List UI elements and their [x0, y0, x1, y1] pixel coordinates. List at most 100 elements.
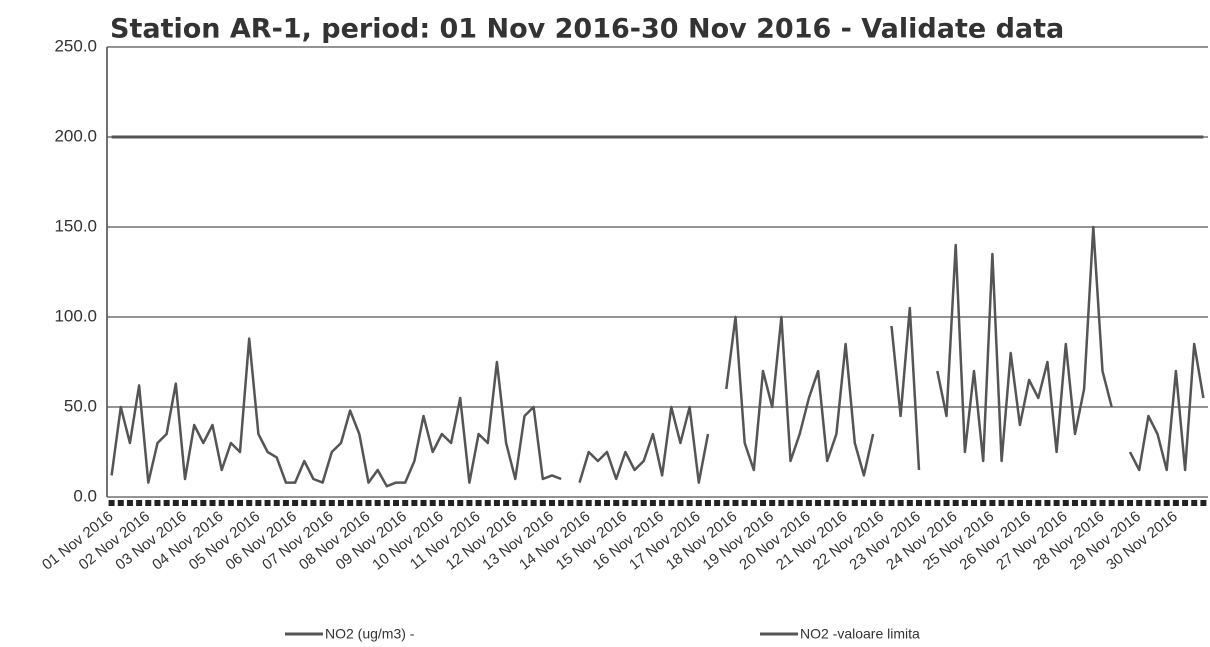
x-tick-mark — [200, 500, 207, 506]
x-tick-mark — [805, 500, 812, 506]
x-tick-mark — [1090, 500, 1097, 506]
x-tick-mark — [796, 500, 803, 506]
chart-title: Station AR-1, period: 01 Nov 2016-30 Nov… — [110, 14, 1064, 45]
x-tick-mark — [971, 500, 978, 506]
x-tick-mark — [952, 500, 959, 506]
x-tick-mark — [310, 500, 317, 506]
x-tick-mark — [264, 500, 271, 506]
x-tick-mark — [833, 500, 840, 506]
x-tick-mark — [411, 500, 418, 506]
x-tick-mark — [613, 500, 620, 506]
x-tick-mark — [484, 500, 491, 506]
x-tick-mark — [1016, 500, 1023, 506]
x-tick-mark — [347, 500, 354, 506]
x-tick-mark — [365, 500, 372, 506]
x-tick-mark — [576, 500, 583, 506]
x-tick-mark — [943, 500, 950, 506]
legend-label: NO2 -valoare limita — [800, 626, 920, 642]
x-tick-mark — [594, 500, 601, 506]
x-tick-mark — [1182, 500, 1189, 506]
x-tick-mark — [585, 500, 592, 506]
x-tick-mark — [420, 500, 427, 506]
x-tick-mark — [851, 500, 858, 506]
x-tick-mark — [906, 500, 913, 506]
x-tick-mark — [925, 500, 932, 506]
x-tick-mark — [558, 500, 565, 506]
x-tick-mark — [466, 500, 473, 506]
x-tick-mark — [1081, 500, 1088, 506]
x-tick-mark — [998, 500, 1005, 506]
x-tick-mark — [273, 500, 280, 506]
x-tick-mark — [181, 500, 188, 506]
x-tick-mark — [319, 500, 326, 506]
x-tick-mark — [760, 500, 767, 506]
x-tick-mark — [1026, 500, 1033, 506]
y-tick-label: 100.0 — [54, 306, 97, 325]
x-tick-mark — [860, 500, 867, 506]
y-tick-label: 150.0 — [54, 216, 97, 235]
x-tick-mark — [356, 500, 363, 506]
x-tick-mark — [209, 500, 216, 506]
x-tick-mark — [649, 500, 656, 506]
x-tick-mark — [539, 500, 546, 506]
x-tick-mark — [750, 500, 757, 506]
x-tick-mark — [1191, 500, 1198, 506]
x-tick-mark — [704, 500, 711, 506]
x-tick-mark — [429, 500, 436, 506]
x-tick-mark — [1163, 500, 1170, 506]
data-line — [110, 225, 1205, 488]
x-tick-mark — [292, 500, 299, 506]
x-tick-mark — [1127, 500, 1134, 506]
x-tick-mark — [824, 500, 831, 506]
x-tick-mark — [631, 500, 638, 506]
x-tick-mark — [604, 500, 611, 506]
x-tick-mark — [503, 500, 510, 506]
x-tick-mark — [402, 500, 409, 506]
x-tick-mark — [1035, 500, 1042, 506]
x-tick-mark — [1044, 500, 1051, 506]
x-tick-mark — [686, 500, 693, 506]
x-tick-mark — [1053, 500, 1060, 506]
x-tick-mark — [1062, 500, 1069, 506]
x-tick-mark — [980, 500, 987, 506]
legend-label: NO2 (ug/m3) - — [325, 626, 415, 642]
x-tick-mark — [282, 500, 289, 506]
x-tick-mark — [723, 500, 730, 506]
x-tick-mark — [695, 500, 702, 506]
x-tick-mark — [1117, 500, 1124, 506]
x-tick-mark — [1007, 500, 1014, 506]
x-tick-mark — [787, 500, 794, 506]
x-tick-mark — [246, 500, 253, 506]
x-tick-mark — [1172, 500, 1179, 506]
x-tick-mark — [227, 500, 234, 506]
x-tick-mark — [383, 500, 390, 506]
x-tick-mark — [438, 500, 445, 506]
x-tick-mark — [512, 500, 519, 506]
x-tick-mark — [393, 500, 400, 506]
x-tick-mark — [897, 500, 904, 506]
x-tick-mark — [301, 500, 308, 506]
x-tick-mark — [879, 500, 886, 506]
x-tick-mark — [815, 500, 822, 506]
x-tick-mark — [1200, 500, 1207, 506]
x-tick-mark — [769, 500, 776, 506]
x-tick-mark — [337, 500, 344, 506]
x-tick-mark — [934, 500, 941, 506]
x-tick-mark — [622, 500, 629, 506]
x-tick-mark — [548, 500, 555, 506]
x-tick-mark — [567, 500, 574, 506]
x-tick-mark — [145, 500, 152, 506]
x-tick-mark — [842, 500, 849, 506]
x-tick-mark — [493, 500, 500, 506]
y-tick-label: 250.0 — [54, 36, 97, 55]
x-tick-mark — [1108, 500, 1115, 506]
x-tick-mark — [328, 500, 335, 506]
x-tick-mark — [1145, 500, 1152, 506]
x-tick-mark — [530, 500, 537, 506]
x-tick-mark — [989, 500, 996, 506]
x-tick-mark — [163, 500, 170, 506]
x-tick-mark — [457, 500, 464, 506]
x-tick-mark — [255, 500, 262, 506]
x-tick-mark — [374, 500, 381, 506]
x-tick-mark — [640, 500, 647, 506]
